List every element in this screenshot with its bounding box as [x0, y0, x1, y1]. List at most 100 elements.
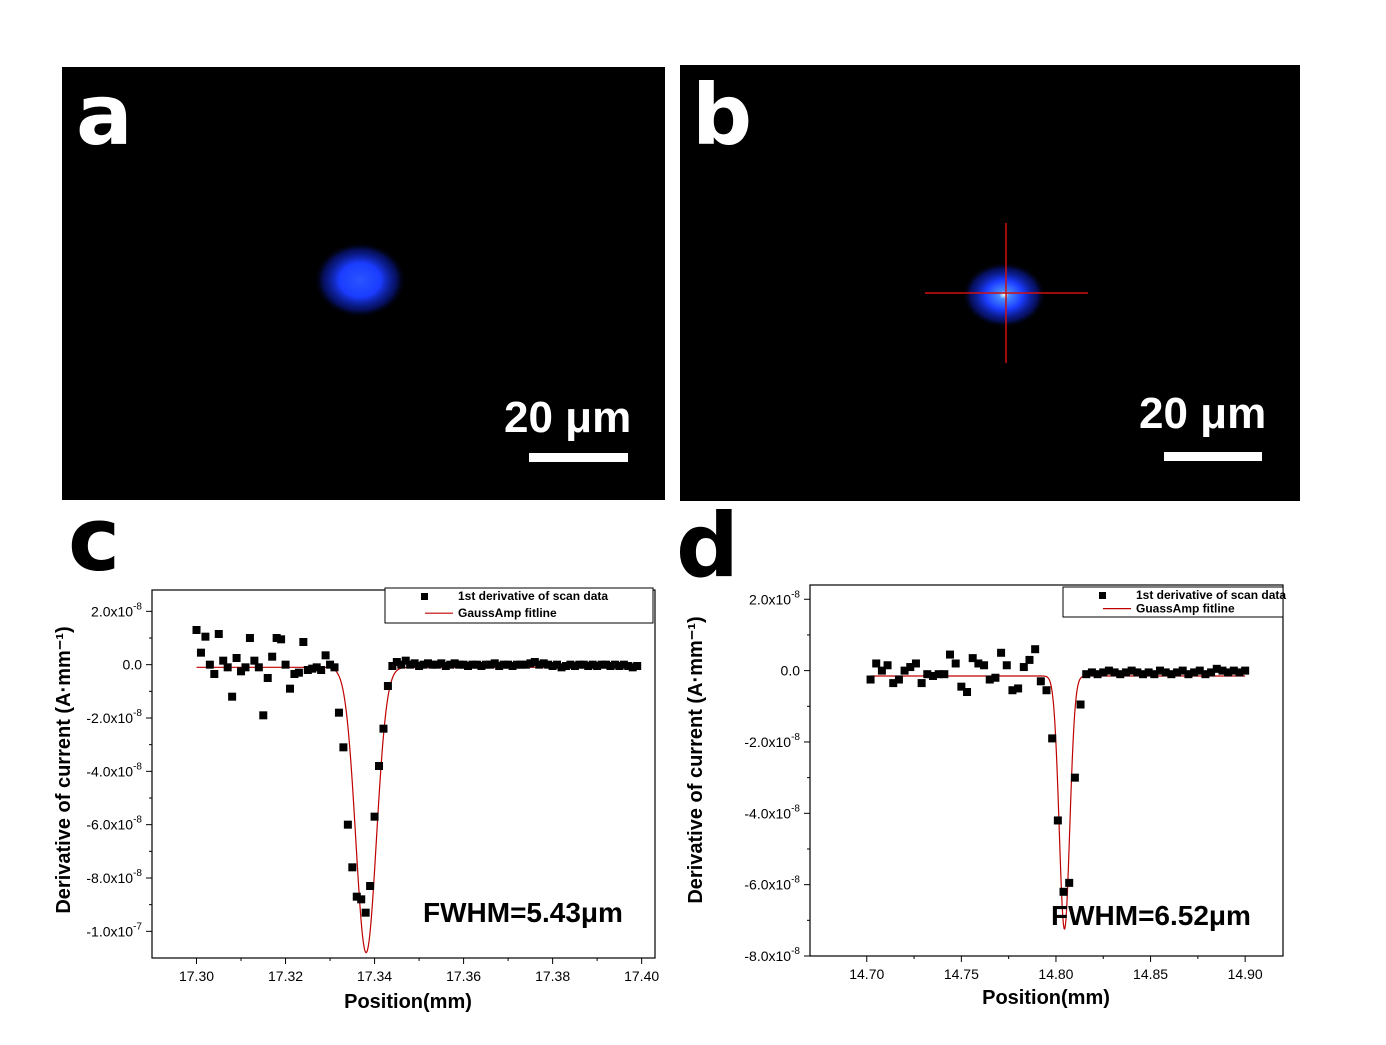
data-point [490, 659, 499, 668]
x-tick-label: 14.70 [849, 966, 884, 982]
data-point [1161, 668, 1170, 677]
data-point [1036, 677, 1045, 686]
data-point [602, 660, 611, 669]
data-point [219, 656, 228, 665]
legend-label-fit: GaussAmp fitline [458, 606, 557, 620]
data-point [579, 660, 588, 669]
data-point [214, 630, 223, 638]
beam-spot-a [314, 242, 406, 318]
data-point [1116, 670, 1125, 679]
data-point [521, 660, 530, 669]
data-point [392, 658, 401, 666]
data-point [1184, 670, 1193, 679]
data-point [1144, 668, 1153, 677]
data-point [504, 660, 513, 669]
y-tick-label: -4.0x10-8 [86, 761, 142, 779]
scale-bar-label-b: 20 μm [1139, 389, 1267, 438]
beam-spot-b [962, 262, 1046, 328]
data-point [397, 660, 406, 669]
data-point [575, 660, 584, 669]
data-point [513, 660, 522, 669]
data-point [321, 651, 330, 660]
data-point [1048, 734, 1057, 743]
plot-frame [809, 584, 1284, 957]
data-point [499, 660, 508, 669]
data-point [486, 660, 495, 669]
fwhm-annotation: FWHM=5.43μm [423, 897, 623, 928]
data-point [980, 661, 989, 670]
data-point [205, 660, 214, 669]
data-point [294, 668, 303, 677]
data-point [388, 662, 397, 670]
panel-b-spot-svg [925, 223, 1088, 363]
legend-marker [1099, 592, 1106, 599]
data-point [1212, 664, 1221, 673]
y-tick-label: -1.0x10-7 [86, 921, 142, 939]
data-point [446, 660, 455, 669]
data-point [232, 654, 241, 662]
data-point [1201, 670, 1210, 679]
data-point [472, 660, 481, 669]
data-point [997, 648, 1006, 657]
data-point [1229, 666, 1238, 675]
data-point [263, 674, 272, 682]
data-point [317, 666, 326, 674]
data-point [923, 670, 932, 679]
data-point [196, 648, 205, 657]
data-point [441, 662, 450, 670]
data-point [348, 863, 357, 872]
y-tick-label: -8.0x10-8 [744, 946, 800, 964]
data-point [883, 661, 892, 670]
data-point [481, 660, 490, 669]
data-point [1082, 670, 1091, 679]
data-point [889, 679, 898, 688]
data-point [268, 652, 277, 661]
data-point [917, 679, 926, 688]
data-point [459, 660, 468, 669]
data-point [241, 663, 250, 672]
data-point [606, 662, 615, 670]
panel-label-c: c [68, 488, 121, 591]
data-point [352, 892, 361, 901]
legend-marker [421, 593, 428, 600]
data-point [477, 662, 486, 670]
data-point [326, 660, 335, 669]
data-point [968, 654, 977, 663]
data-point [1173, 668, 1182, 677]
data-point [1019, 663, 1028, 672]
y-tick-label: 0.0 [781, 663, 801, 679]
y-tick-label: -2.0x10-8 [744, 732, 800, 750]
data-point [357, 895, 366, 904]
y-tick-label: 2.0x10-8 [749, 589, 800, 607]
data-point [1014, 684, 1023, 693]
data-point [383, 682, 392, 690]
data-point [1156, 666, 1165, 675]
data-point [379, 724, 388, 733]
data-point [250, 656, 259, 665]
data-point [963, 688, 972, 697]
data-point [285, 684, 294, 693]
panel-a-spot-svg [314, 242, 406, 318]
data-point [974, 659, 983, 668]
data-point [432, 660, 441, 669]
data-point [1207, 668, 1216, 677]
data-point [334, 708, 343, 717]
x-tick-label: 17.32 [268, 968, 303, 984]
data-point [588, 660, 597, 669]
data-point [610, 660, 619, 669]
data-point [228, 692, 237, 701]
data-point [259, 711, 268, 720]
data-point [415, 662, 424, 670]
data-point [455, 660, 464, 669]
data-point [406, 660, 415, 669]
data-point [277, 635, 286, 644]
data-point [254, 663, 263, 672]
data-point [201, 632, 210, 641]
data-point [911, 659, 920, 668]
data-point [1190, 668, 1199, 677]
data-point [223, 663, 232, 672]
data-point [366, 882, 375, 890]
x-axis-label: Position(mm) [982, 987, 1110, 1009]
data-point [906, 663, 915, 672]
data-point [597, 660, 606, 669]
